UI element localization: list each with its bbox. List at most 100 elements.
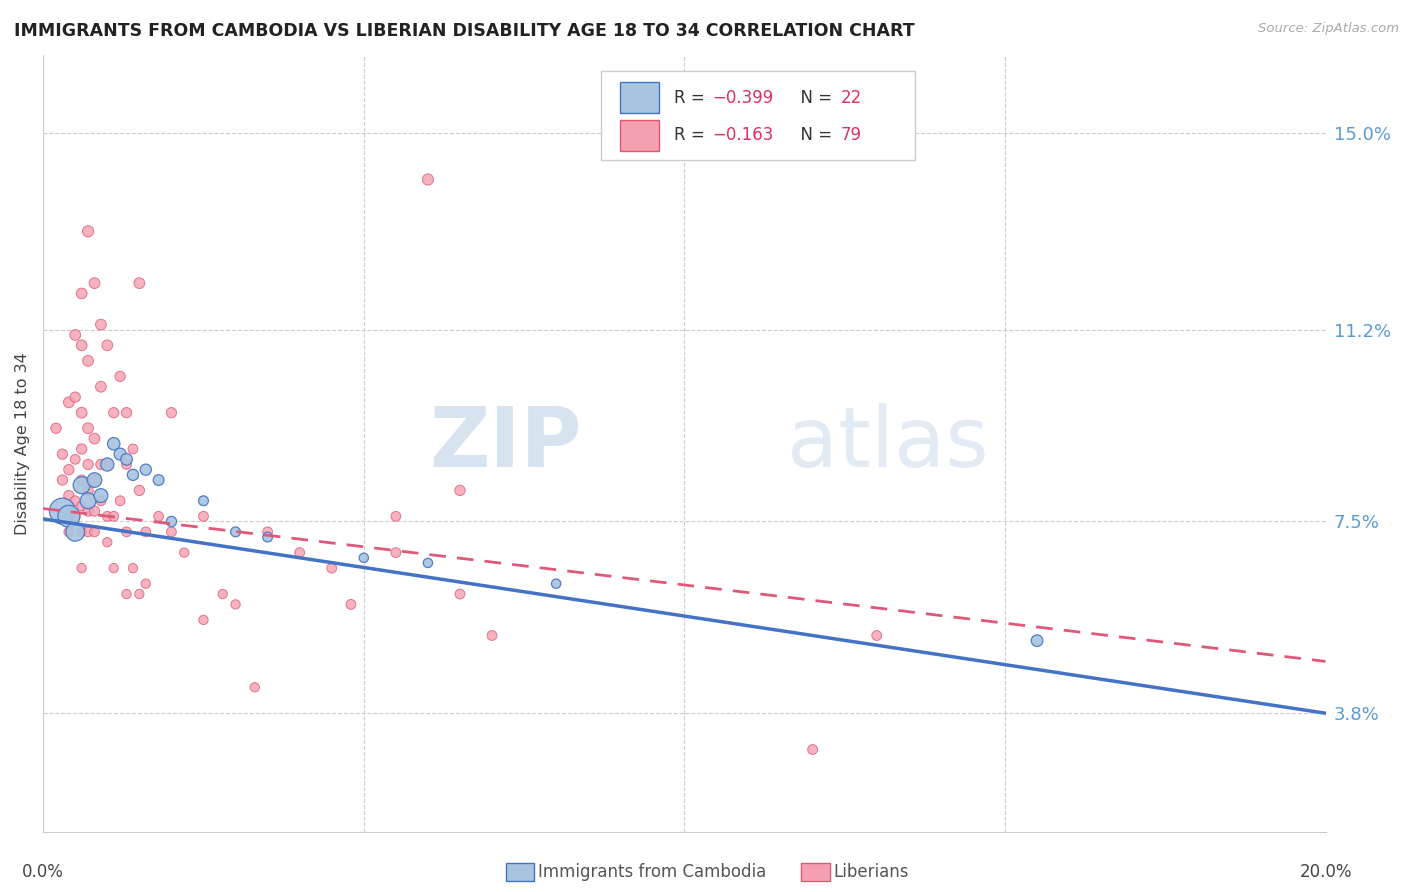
Point bbox=[96, 458, 118, 472]
Point bbox=[65, 328, 87, 343]
Point bbox=[70, 524, 93, 539]
Point bbox=[77, 483, 100, 498]
Point bbox=[70, 561, 93, 575]
Point bbox=[90, 380, 112, 394]
Point bbox=[51, 473, 73, 487]
Point bbox=[65, 390, 87, 404]
Point bbox=[108, 447, 131, 461]
Point bbox=[340, 598, 363, 612]
Point bbox=[70, 406, 93, 420]
Point bbox=[193, 493, 215, 508]
Point bbox=[108, 369, 131, 384]
Text: Source: ZipAtlas.com: Source: ZipAtlas.com bbox=[1258, 22, 1399, 36]
Point bbox=[108, 493, 131, 508]
Point bbox=[70, 442, 93, 456]
Text: 79: 79 bbox=[841, 126, 862, 145]
Point bbox=[70, 286, 93, 301]
Text: 22: 22 bbox=[841, 89, 862, 107]
Point bbox=[83, 276, 105, 290]
Point bbox=[128, 587, 150, 601]
Point bbox=[65, 509, 87, 524]
Point bbox=[243, 681, 266, 695]
Text: ZIP: ZIP bbox=[429, 403, 582, 484]
Text: N =: N = bbox=[790, 89, 837, 107]
Point bbox=[385, 509, 408, 524]
Point bbox=[58, 395, 80, 409]
Point bbox=[115, 452, 138, 467]
Point bbox=[288, 545, 311, 559]
FancyBboxPatch shape bbox=[600, 70, 915, 160]
Text: R =: R = bbox=[673, 89, 710, 107]
Point bbox=[83, 504, 105, 518]
Point bbox=[211, 587, 233, 601]
Point bbox=[90, 493, 112, 508]
Point bbox=[385, 545, 408, 559]
Point bbox=[70, 499, 93, 513]
Point bbox=[122, 561, 145, 575]
Text: atlas: atlas bbox=[787, 403, 988, 484]
Point bbox=[77, 524, 100, 539]
Point bbox=[225, 524, 247, 539]
Point bbox=[122, 467, 145, 482]
Point bbox=[866, 628, 889, 642]
Point bbox=[193, 509, 215, 524]
Point bbox=[122, 442, 145, 456]
Point bbox=[173, 545, 195, 559]
Point bbox=[51, 504, 73, 518]
Point bbox=[148, 509, 170, 524]
Point bbox=[77, 224, 100, 238]
Point bbox=[103, 437, 125, 451]
Text: R =: R = bbox=[673, 126, 710, 145]
Point bbox=[160, 515, 183, 529]
Point bbox=[96, 338, 118, 352]
Point bbox=[96, 509, 118, 524]
Point bbox=[58, 463, 80, 477]
Point bbox=[193, 613, 215, 627]
Text: −0.399: −0.399 bbox=[713, 89, 773, 107]
Point bbox=[160, 524, 183, 539]
Point bbox=[77, 493, 100, 508]
Point bbox=[65, 452, 87, 467]
Point bbox=[128, 483, 150, 498]
Text: −0.163: −0.163 bbox=[713, 126, 773, 145]
Point bbox=[90, 318, 112, 332]
Point bbox=[58, 524, 80, 539]
Point bbox=[90, 489, 112, 503]
Point bbox=[103, 509, 125, 524]
Point bbox=[58, 509, 80, 524]
Point bbox=[160, 406, 183, 420]
Point bbox=[115, 524, 138, 539]
Text: IMMIGRANTS FROM CAMBODIA VS LIBERIAN DISABILITY AGE 18 TO 34 CORRELATION CHART: IMMIGRANTS FROM CAMBODIA VS LIBERIAN DIS… bbox=[14, 22, 915, 40]
Text: Liberians: Liberians bbox=[834, 863, 910, 881]
Point bbox=[256, 530, 278, 544]
Point bbox=[83, 432, 105, 446]
Point bbox=[546, 576, 568, 591]
Text: N =: N = bbox=[790, 126, 837, 145]
Point bbox=[115, 458, 138, 472]
Point bbox=[65, 524, 87, 539]
Point bbox=[70, 338, 93, 352]
Point bbox=[449, 587, 471, 601]
Point bbox=[135, 576, 157, 591]
Point bbox=[70, 473, 93, 487]
Point bbox=[77, 458, 100, 472]
Point bbox=[128, 276, 150, 290]
Point bbox=[83, 524, 105, 539]
Point bbox=[256, 524, 278, 539]
Point bbox=[90, 458, 112, 472]
Point bbox=[77, 504, 100, 518]
Point bbox=[115, 406, 138, 420]
Point bbox=[115, 587, 138, 601]
Point bbox=[1026, 633, 1049, 648]
Point bbox=[225, 598, 247, 612]
Point bbox=[416, 556, 439, 570]
Point bbox=[135, 463, 157, 477]
Text: Immigrants from Cambodia: Immigrants from Cambodia bbox=[538, 863, 766, 881]
Point bbox=[353, 550, 375, 565]
Point bbox=[148, 473, 170, 487]
Point bbox=[83, 473, 105, 487]
Point bbox=[416, 172, 439, 186]
Point bbox=[103, 406, 125, 420]
Text: 0.0%: 0.0% bbox=[22, 863, 65, 881]
Point bbox=[801, 742, 824, 756]
